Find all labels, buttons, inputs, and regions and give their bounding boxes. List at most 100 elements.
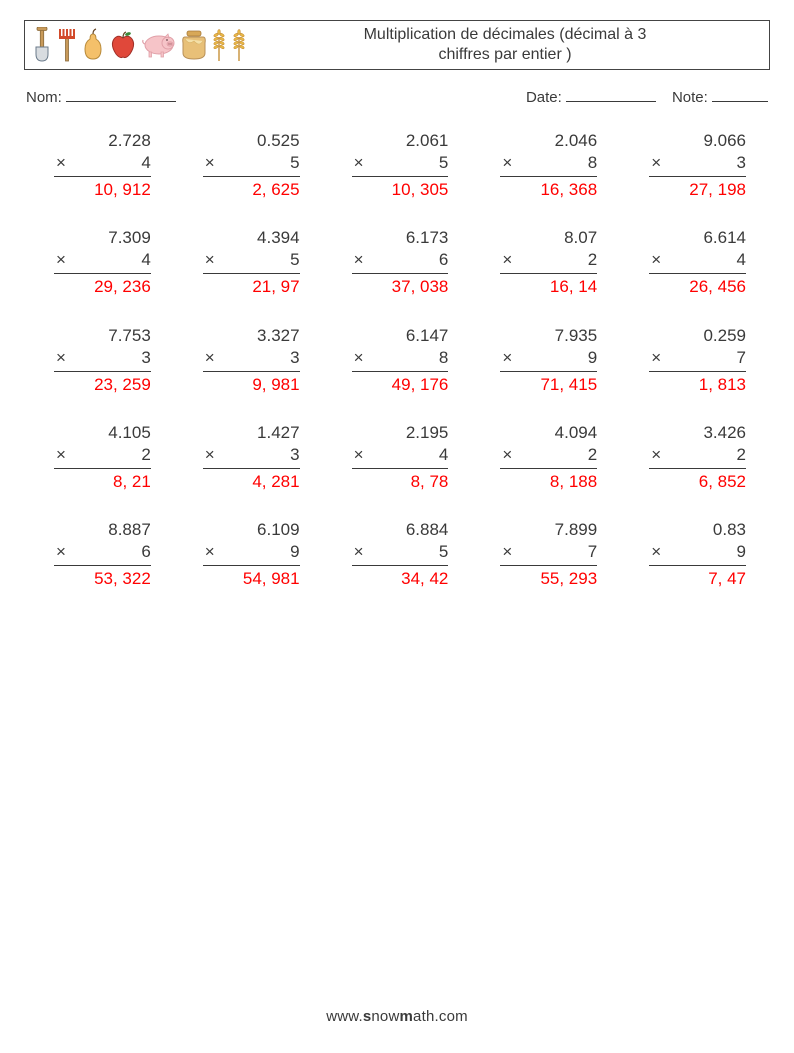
multiplier: 4	[66, 249, 151, 271]
rule-line	[203, 565, 300, 566]
multiplier: 7	[661, 347, 746, 369]
multiplier: 3	[661, 152, 746, 174]
multiplier: 4	[661, 249, 746, 271]
answer: 8, 78	[332, 471, 463, 493]
multiplier-row: ×6	[34, 541, 165, 563]
multiply-sign: ×	[480, 541, 512, 563]
answer: 4, 281	[183, 471, 314, 493]
multiplier: 6	[66, 541, 151, 563]
multiplicand: 6.109	[183, 519, 314, 541]
multiplier-row: ×5	[183, 249, 314, 271]
multiplicand: 7.899	[480, 519, 611, 541]
multiplicand: 7.309	[34, 227, 165, 249]
rule-line	[352, 565, 449, 566]
problem: 6.147×849, 176	[332, 325, 463, 396]
multiply-sign: ×	[34, 249, 66, 271]
multiplicand: 8.07	[480, 227, 611, 249]
multiplicand: 9.066	[629, 130, 760, 152]
multiply-sign: ×	[34, 347, 66, 369]
problem: 0.83×97, 47	[629, 519, 760, 590]
problem: 2.061×510, 305	[332, 130, 463, 201]
footer-midrest: now	[371, 1008, 399, 1025]
multiplier-row: ×2	[34, 444, 165, 466]
multiplier-row: ×5	[332, 541, 463, 563]
multiplicand: 0.259	[629, 325, 760, 347]
problem: 6.614×426, 456	[629, 227, 760, 298]
pig-icon	[141, 31, 177, 59]
problem: 1.427×34, 281	[183, 422, 314, 493]
multiplier-row: ×4	[34, 152, 165, 174]
multiplicand: 6.147	[332, 325, 463, 347]
multiply-sign: ×	[629, 541, 661, 563]
multiplier: 4	[364, 444, 449, 466]
multiplicand: 0.83	[629, 519, 760, 541]
multiplier-row: ×7	[480, 541, 611, 563]
multiplicand: 6.173	[332, 227, 463, 249]
multiply-sign: ×	[332, 249, 364, 271]
rule-line	[54, 371, 151, 372]
rule-line	[203, 176, 300, 177]
rule-line	[500, 273, 597, 274]
multiplier-row: ×3	[629, 152, 760, 174]
multiplier: 9	[512, 347, 597, 369]
multiply-sign: ×	[480, 444, 512, 466]
multiplier: 9	[215, 541, 300, 563]
multiplier-row: ×8	[480, 152, 611, 174]
multiply-sign: ×	[332, 152, 364, 174]
problem: 0.525×52, 625	[183, 130, 314, 201]
rake-icon	[57, 27, 77, 63]
rule-line	[352, 468, 449, 469]
problem: 7.935×971, 415	[480, 325, 611, 396]
multiplier-row: ×5	[183, 152, 314, 174]
multiplicand: 4.094	[480, 422, 611, 444]
multiply-sign: ×	[183, 347, 215, 369]
multiplicand: 7.935	[480, 325, 611, 347]
rule-line	[54, 176, 151, 177]
rule-line	[500, 468, 597, 469]
multiplier: 2	[512, 444, 597, 466]
multiplier-row: ×4	[629, 249, 760, 271]
problem: 3.327×39, 981	[183, 325, 314, 396]
multiplier: 3	[215, 444, 300, 466]
multiply-sign: ×	[480, 347, 512, 369]
multiplier-row: ×9	[183, 541, 314, 563]
problem: 2.195×48, 78	[332, 422, 463, 493]
answer: 6, 852	[629, 471, 760, 493]
name-blank-line	[66, 88, 176, 102]
answer: 16, 14	[480, 276, 611, 298]
footer-prefix: www.	[326, 1008, 363, 1025]
problem: 6.173×637, 038	[332, 227, 463, 298]
rule-line	[352, 371, 449, 372]
rule-line	[203, 468, 300, 469]
answer: 16, 368	[480, 179, 611, 201]
rule-line	[500, 371, 597, 372]
multiplicand: 2.046	[480, 130, 611, 152]
rule-line	[649, 565, 746, 566]
multiply-sign: ×	[183, 249, 215, 271]
answer: 54, 981	[183, 568, 314, 590]
multiplier: 8	[512, 152, 597, 174]
footer: www.snowmath.com	[0, 1008, 794, 1025]
multiplicand: 4.394	[183, 227, 314, 249]
problem: 8.07×216, 14	[480, 227, 611, 298]
answer: 23, 259	[34, 374, 165, 396]
multiply-sign: ×	[34, 444, 66, 466]
multiplicand: 6.614	[629, 227, 760, 249]
answer: 49, 176	[332, 374, 463, 396]
multiplier: 7	[512, 541, 597, 563]
answer: 34, 42	[332, 568, 463, 590]
problem: 2.046×8 16, 368	[480, 130, 611, 201]
multiplier: 5	[215, 249, 300, 271]
answer: 8, 188	[480, 471, 611, 493]
answer: 55, 293	[480, 568, 611, 590]
rule-line	[352, 273, 449, 274]
multiplier-row: ×2	[480, 444, 611, 466]
note-blank-line	[712, 88, 768, 102]
multiply-sign: ×	[183, 541, 215, 563]
title-line-2: chiffres par entier )	[255, 45, 755, 65]
multiplier-row: ×2	[629, 444, 760, 466]
multiply-sign: ×	[480, 249, 512, 271]
date-blank-line	[566, 88, 656, 102]
apple-icon	[109, 30, 137, 60]
date-label: Date:	[526, 89, 562, 106]
